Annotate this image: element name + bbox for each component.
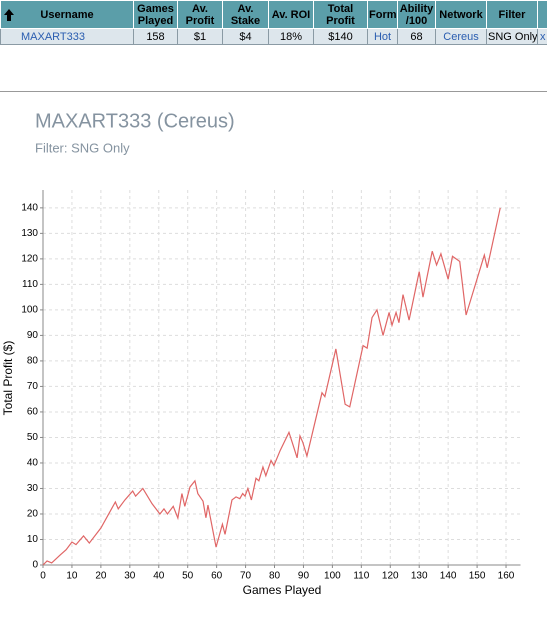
- chart-title: MAXART333 (Cereus): [35, 110, 235, 132]
- table-cell: 68: [397, 28, 436, 45]
- x-tick-label: 150: [469, 571, 486, 582]
- x-tick-label: 40: [153, 571, 165, 582]
- x-tick-label: 120: [382, 571, 399, 582]
- table-cell[interactable]: MAXART333: [0, 28, 134, 45]
- remove-button[interactable]: x: [537, 28, 547, 45]
- y-tick-label: 10: [27, 534, 39, 545]
- table-cell: $4: [222, 28, 269, 45]
- x-tick-label: 100: [324, 571, 341, 582]
- table-cell: 158: [133, 28, 178, 45]
- x-tick-label: 10: [66, 571, 78, 582]
- column-header[interactable]: Av. Profit: [177, 0, 223, 29]
- column-header[interactable]: Form: [367, 0, 398, 29]
- x-tick-label: 140: [440, 571, 457, 582]
- column-header[interactable]: Network: [435, 0, 487, 29]
- column-header[interactable]: Ability /100: [397, 0, 436, 29]
- column-header[interactable]: Total Profit: [313, 0, 368, 29]
- y-tick-label: 100: [21, 305, 38, 316]
- x-tick-label: 110: [353, 571, 369, 582]
- data-row: MAXART333 158 $1 $4 18% $140 Hot 68 Cereus SNG On…: [0, 28, 547, 45]
- chart-subtitle: Filter: SNG Only: [35, 140, 130, 155]
- sort-arrow[interactable]: [4, 9, 14, 21]
- stats-table: Username Games Played Av. Profit Av. Stake A…: [0, 0, 547, 45]
- y-tick-label: 110: [22, 279, 38, 290]
- x-axis-label: Games Played: [243, 583, 322, 597]
- x-tick-label: 50: [182, 571, 194, 582]
- column-header[interactable]: Username: [0, 0, 134, 29]
- y-tick-label: 80: [27, 356, 39, 367]
- y-tick-label: 70: [27, 381, 39, 392]
- y-tick-label: 130: [21, 228, 38, 239]
- data-line: [42, 207, 501, 566]
- column-header[interactable]: Filter: [486, 0, 538, 29]
- table-cell[interactable]: Cereus: [435, 28, 487, 45]
- x-tick-label: 60: [211, 571, 223, 582]
- y-tick-label: 60: [27, 407, 39, 418]
- y-tick-label: 30: [27, 483, 39, 494]
- x-tick-label: 0: [40, 571, 46, 582]
- x-tick-label: 20: [95, 571, 107, 582]
- x-tick-label: 160: [498, 571, 515, 582]
- column-header[interactable]: Av. ROI: [268, 0, 314, 29]
- table-cell: SNG Only: [486, 28, 538, 45]
- y-tick-label: 120: [21, 254, 38, 265]
- y-axis-label: Total Profit ($): [1, 341, 15, 416]
- table-cell: 18%: [268, 28, 314, 45]
- table-cell[interactable]: Hot: [367, 28, 398, 45]
- x-tick-label: 30: [124, 571, 136, 582]
- column-header[interactable]: Games Played: [133, 0, 178, 29]
- y-tick-label: 40: [27, 458, 39, 469]
- x-tick-label: 90: [298, 571, 310, 582]
- y-tick-label: 90: [27, 330, 39, 341]
- header-row: Username Games Played Av. Profit Av. Stake A…: [0, 0, 547, 29]
- y-tick-label: 140: [21, 202, 38, 213]
- y-tick-label: 50: [27, 432, 39, 443]
- plot-area: [43, 190, 521, 565]
- y-tick-label: 20: [27, 509, 39, 520]
- x-tick-label: 80: [269, 571, 281, 582]
- column-header[interactable]: Av. Stake: [222, 0, 269, 29]
- table-cell: $1: [177, 28, 223, 45]
- x-tick-label: 70: [240, 571, 252, 582]
- column-header-remove: [537, 0, 547, 29]
- y-tick-label: 0: [32, 560, 38, 571]
- table-cell: $140: [313, 28, 368, 45]
- x-tick-label: 130: [411, 571, 428, 582]
